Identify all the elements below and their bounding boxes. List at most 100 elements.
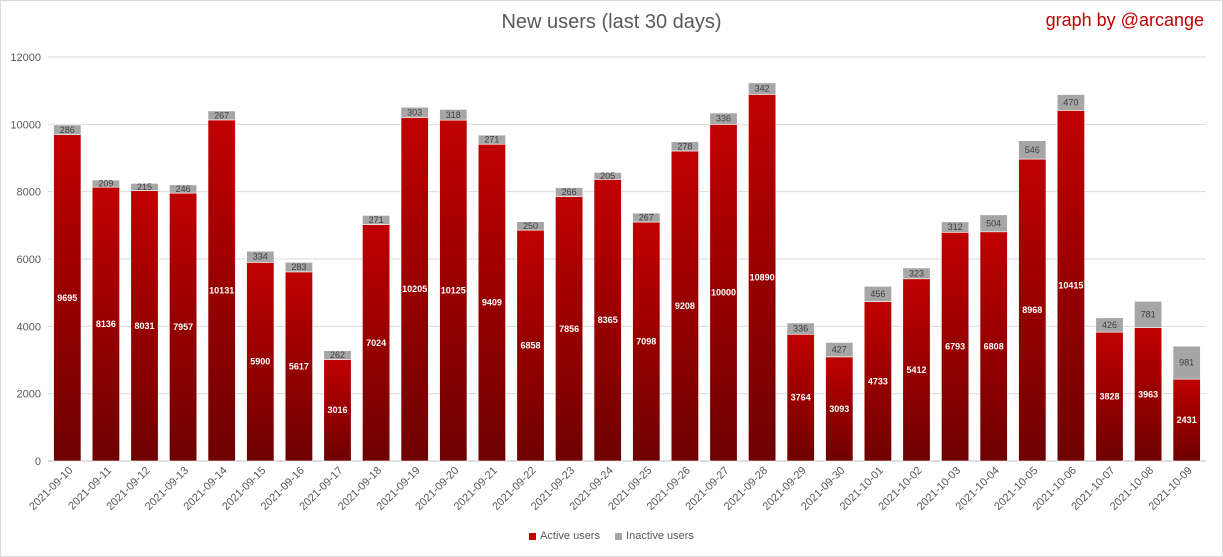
bar-active (130, 190, 159, 462)
data-label-active: 7098 (636, 337, 656, 347)
bar-inactive (593, 172, 622, 180)
bar-inactive (555, 187, 584, 197)
y-tick-label: 6000 (17, 254, 41, 266)
data-label-inactive: 271 (369, 215, 384, 225)
bar-inactive (439, 109, 468, 121)
data-label-active: 10125 (441, 286, 466, 296)
bar-inactive (323, 350, 352, 360)
legend-label-active: Active users (540, 530, 600, 543)
data-label-active: 9695 (57, 293, 77, 303)
data-label-active: 8031 (134, 321, 154, 331)
data-label-active: 5617 (289, 361, 309, 371)
bar-inactive (400, 106, 429, 118)
bar-inactive (516, 221, 545, 231)
data-label-active: 3093 (829, 404, 849, 414)
bar-active (516, 229, 545, 462)
data-label-inactive: 246 (176, 184, 191, 194)
bar-active (400, 117, 429, 462)
bar-active (169, 192, 198, 462)
bar-active (555, 196, 584, 462)
bar-inactive (362, 215, 391, 225)
y-tick-label: 10000 (10, 119, 41, 131)
y-tick-label: 0 (35, 456, 41, 468)
bar-active (439, 119, 468, 462)
data-label-inactive: 427 (832, 345, 847, 355)
bar-inactive (246, 250, 275, 263)
data-label-inactive: 209 (98, 179, 113, 189)
bar-active (477, 143, 506, 462)
data-label-inactive: 267 (214, 110, 229, 120)
data-label-active: 2431 (1177, 415, 1197, 425)
data-label-active: 7024 (366, 338, 386, 348)
bar-active (748, 94, 777, 462)
data-label-inactive: 470 (1063, 97, 1078, 107)
data-label-inactive: 781 (1141, 309, 1156, 319)
bar-inactive (825, 342, 854, 358)
bar-active (91, 186, 120, 462)
data-label-active: 4733 (868, 376, 888, 386)
data-label-inactive: 504 (986, 218, 1001, 228)
data-label-inactive: 456 (870, 289, 885, 299)
bar-active (709, 124, 738, 462)
data-label-active: 6808 (984, 341, 1004, 351)
y-tick-label: 12000 (10, 52, 41, 64)
bar-active (323, 359, 352, 462)
chart-legend: Active users Inactive users (1, 530, 1222, 542)
data-label-active: 8365 (598, 315, 618, 325)
bar-active (1134, 327, 1163, 462)
data-label-inactive: 303 (407, 107, 422, 117)
bar-inactive (207, 110, 236, 121)
bar-inactive (786, 322, 815, 335)
legend-item-inactive: Inactive users (615, 530, 694, 542)
data-label-inactive: 250 (523, 221, 538, 231)
data-label-inactive: 334 (253, 252, 268, 262)
bar-inactive (477, 134, 506, 145)
legend-swatch-inactive (615, 532, 623, 540)
data-label-inactive: 336 (793, 324, 808, 334)
bar-inactive (979, 214, 1008, 233)
bar-inactive (284, 262, 313, 273)
bar-inactive (169, 184, 198, 194)
data-label-inactive: 342 (755, 84, 770, 94)
chart-credit: graph by @arcange (1045, 10, 1204, 30)
data-label-inactive: 312 (948, 222, 963, 232)
legend-item-active: Active users (529, 530, 600, 542)
legend-label-inactive: Inactive users (626, 530, 694, 543)
data-label-inactive: 283 (291, 262, 306, 272)
data-label-inactive: 205 (600, 171, 615, 181)
bar-active (1056, 110, 1085, 462)
chart-title: New users (last 30 days) (501, 11, 722, 33)
data-label-inactive: 215 (137, 182, 152, 192)
bar-active (593, 179, 622, 462)
bar-active (670, 150, 699, 462)
data-label-active: 3963 (1138, 389, 1158, 399)
data-label-active: 9409 (482, 298, 502, 308)
y-tick-label: 8000 (17, 187, 41, 199)
data-label-active: 8968 (1022, 305, 1042, 315)
data-label-inactive: 981 (1179, 358, 1194, 368)
data-label-inactive: 271 (484, 135, 499, 145)
bar-active (825, 356, 854, 462)
bar-inactive (863, 286, 892, 302)
bar-active (1018, 158, 1047, 462)
bar-inactive (748, 82, 777, 95)
data-label-active: 6858 (520, 341, 540, 351)
data-label-active: 10890 (750, 273, 775, 283)
bar-inactive (902, 267, 931, 280)
bar-inactive (1018, 140, 1047, 160)
bar-active (207, 119, 236, 462)
data-label-active: 3764 (791, 393, 811, 403)
bar-active (1095, 331, 1124, 462)
data-label-active: 8136 (96, 319, 116, 329)
bar-inactive (632, 212, 661, 223)
bar-inactive (941, 221, 970, 233)
y-tick-label: 2000 (17, 389, 41, 401)
data-label-active: 3828 (1099, 392, 1119, 402)
data-label-active: 5900 (250, 357, 270, 367)
data-label-inactive: 286 (60, 125, 75, 135)
data-label-active: 10131 (209, 285, 234, 295)
bar-active (979, 231, 1008, 462)
bar-inactive (1172, 345, 1201, 380)
data-label-inactive: 318 (446, 110, 461, 120)
